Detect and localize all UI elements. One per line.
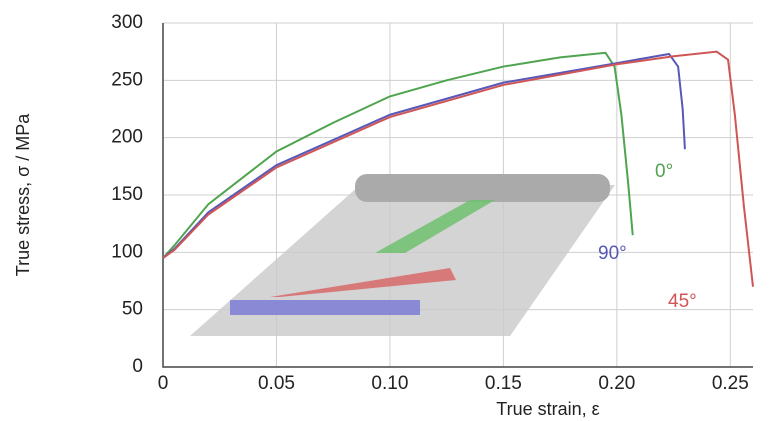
line: [162, 50, 754, 287]
x-axis-label: True strain, ε: [496, 399, 599, 419]
line: [162, 51, 634, 259]
x-tick-label: 0.10: [371, 373, 408, 394]
y-tick-label: 250: [111, 69, 143, 90]
inset-illustration: [190, 174, 615, 336]
line: [162, 52, 686, 259]
y-tick-label: 100: [111, 241, 143, 262]
y-axis-label: True stress, σ / MPa: [13, 113, 33, 276]
axes: [162, 23, 753, 368]
x-tick-label: 0.20: [598, 373, 635, 394]
y-tick-label: 50: [122, 299, 143, 320]
x-tick-label: 0.05: [258, 373, 295, 394]
x-tick-label: 0.25: [712, 373, 749, 394]
legend-label: 90°: [598, 243, 627, 264]
x-tick-label: 0: [158, 373, 169, 394]
y-tick-label: 0: [132, 356, 143, 377]
x-tick-label: 0.15: [485, 373, 522, 394]
y-tick-label: 200: [111, 127, 143, 148]
y-tick-label: 150: [111, 184, 143, 205]
y-tick-label: 300: [111, 12, 143, 33]
legend-label: 0°: [655, 161, 673, 182]
legend-label: 45°: [668, 291, 697, 312]
